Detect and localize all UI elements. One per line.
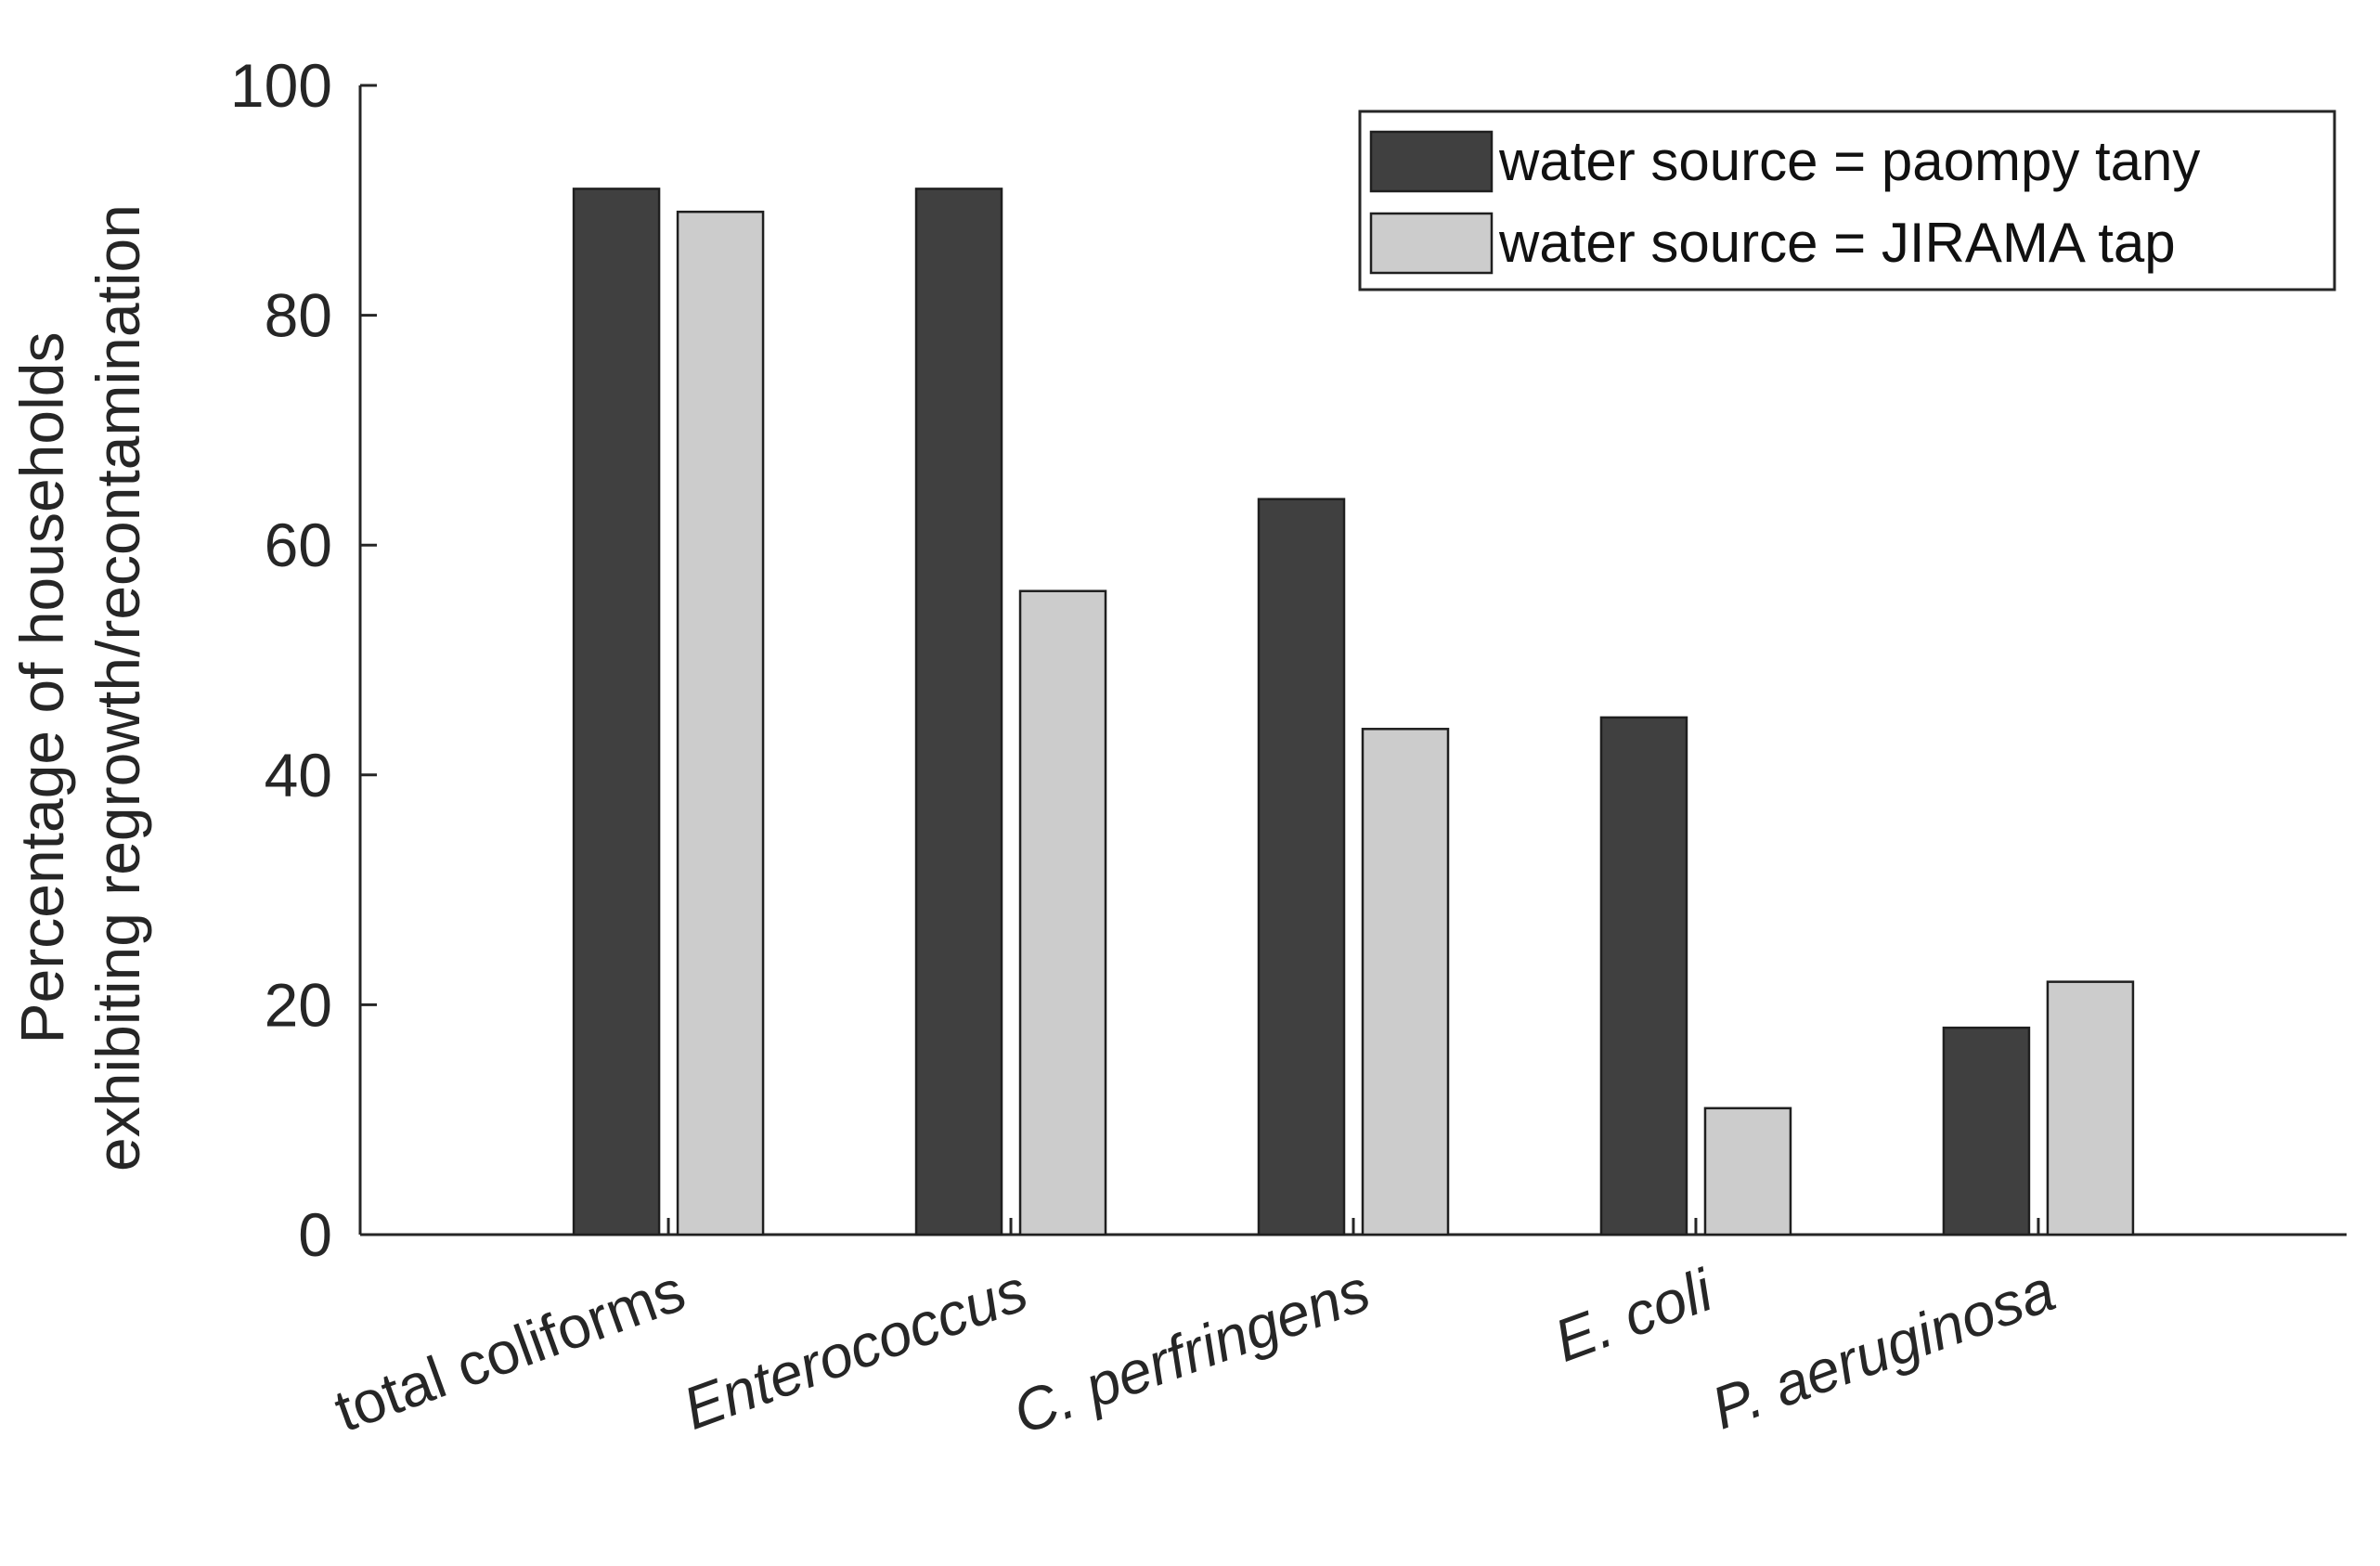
y-tick-label: 40 [265, 741, 332, 809]
bar-paompy-tany [914, 188, 1003, 1236]
y-axis-title-line-2: exhibiting regrowth/recontamination [84, 204, 152, 1171]
bar-jirama-tap [1703, 1107, 1792, 1236]
bar-jirama-tap [1018, 589, 1107, 1236]
legend: water source = paompy tany water source =… [1358, 110, 2336, 291]
legend-box [1358, 110, 2336, 291]
legend-label: water source = JIRAMA tap [1498, 212, 2176, 274]
y-tick-label: 80 [265, 281, 332, 350]
bar-paompy-tany [572, 188, 661, 1236]
x-category-label: E. coli [1546, 1256, 1722, 1375]
y-tick-label: 60 [265, 511, 332, 579]
y-axis-title-line-1: Percentage of households [7, 332, 76, 1044]
legend-swatch [1369, 212, 1494, 275]
bar-jirama-tap [2046, 980, 2135, 1236]
x-category-label: P. aeruginosa [1703, 1256, 2063, 1442]
x-category-label: total coliforms [326, 1256, 693, 1444]
y-tick-label: 100 [230, 51, 332, 120]
legend-swatch [1369, 130, 1494, 193]
bar-jirama-tap [1361, 728, 1450, 1236]
x-category-label: C. perfringens [1004, 1256, 1378, 1446]
legend-label: water source = paompy tany [1498, 130, 2200, 192]
bar-jirama-tap [676, 210, 765, 1236]
x-category-label: Enterococcus [675, 1256, 1036, 1442]
bar-paompy-tany [1942, 1026, 2031, 1236]
bar-paompy-tany [1257, 498, 1346, 1236]
bars [572, 188, 2135, 1236]
y-tick-label: 0 [298, 1200, 332, 1269]
y-tick-label: 20 [265, 970, 332, 1039]
bar-paompy-tany [1599, 716, 1688, 1236]
